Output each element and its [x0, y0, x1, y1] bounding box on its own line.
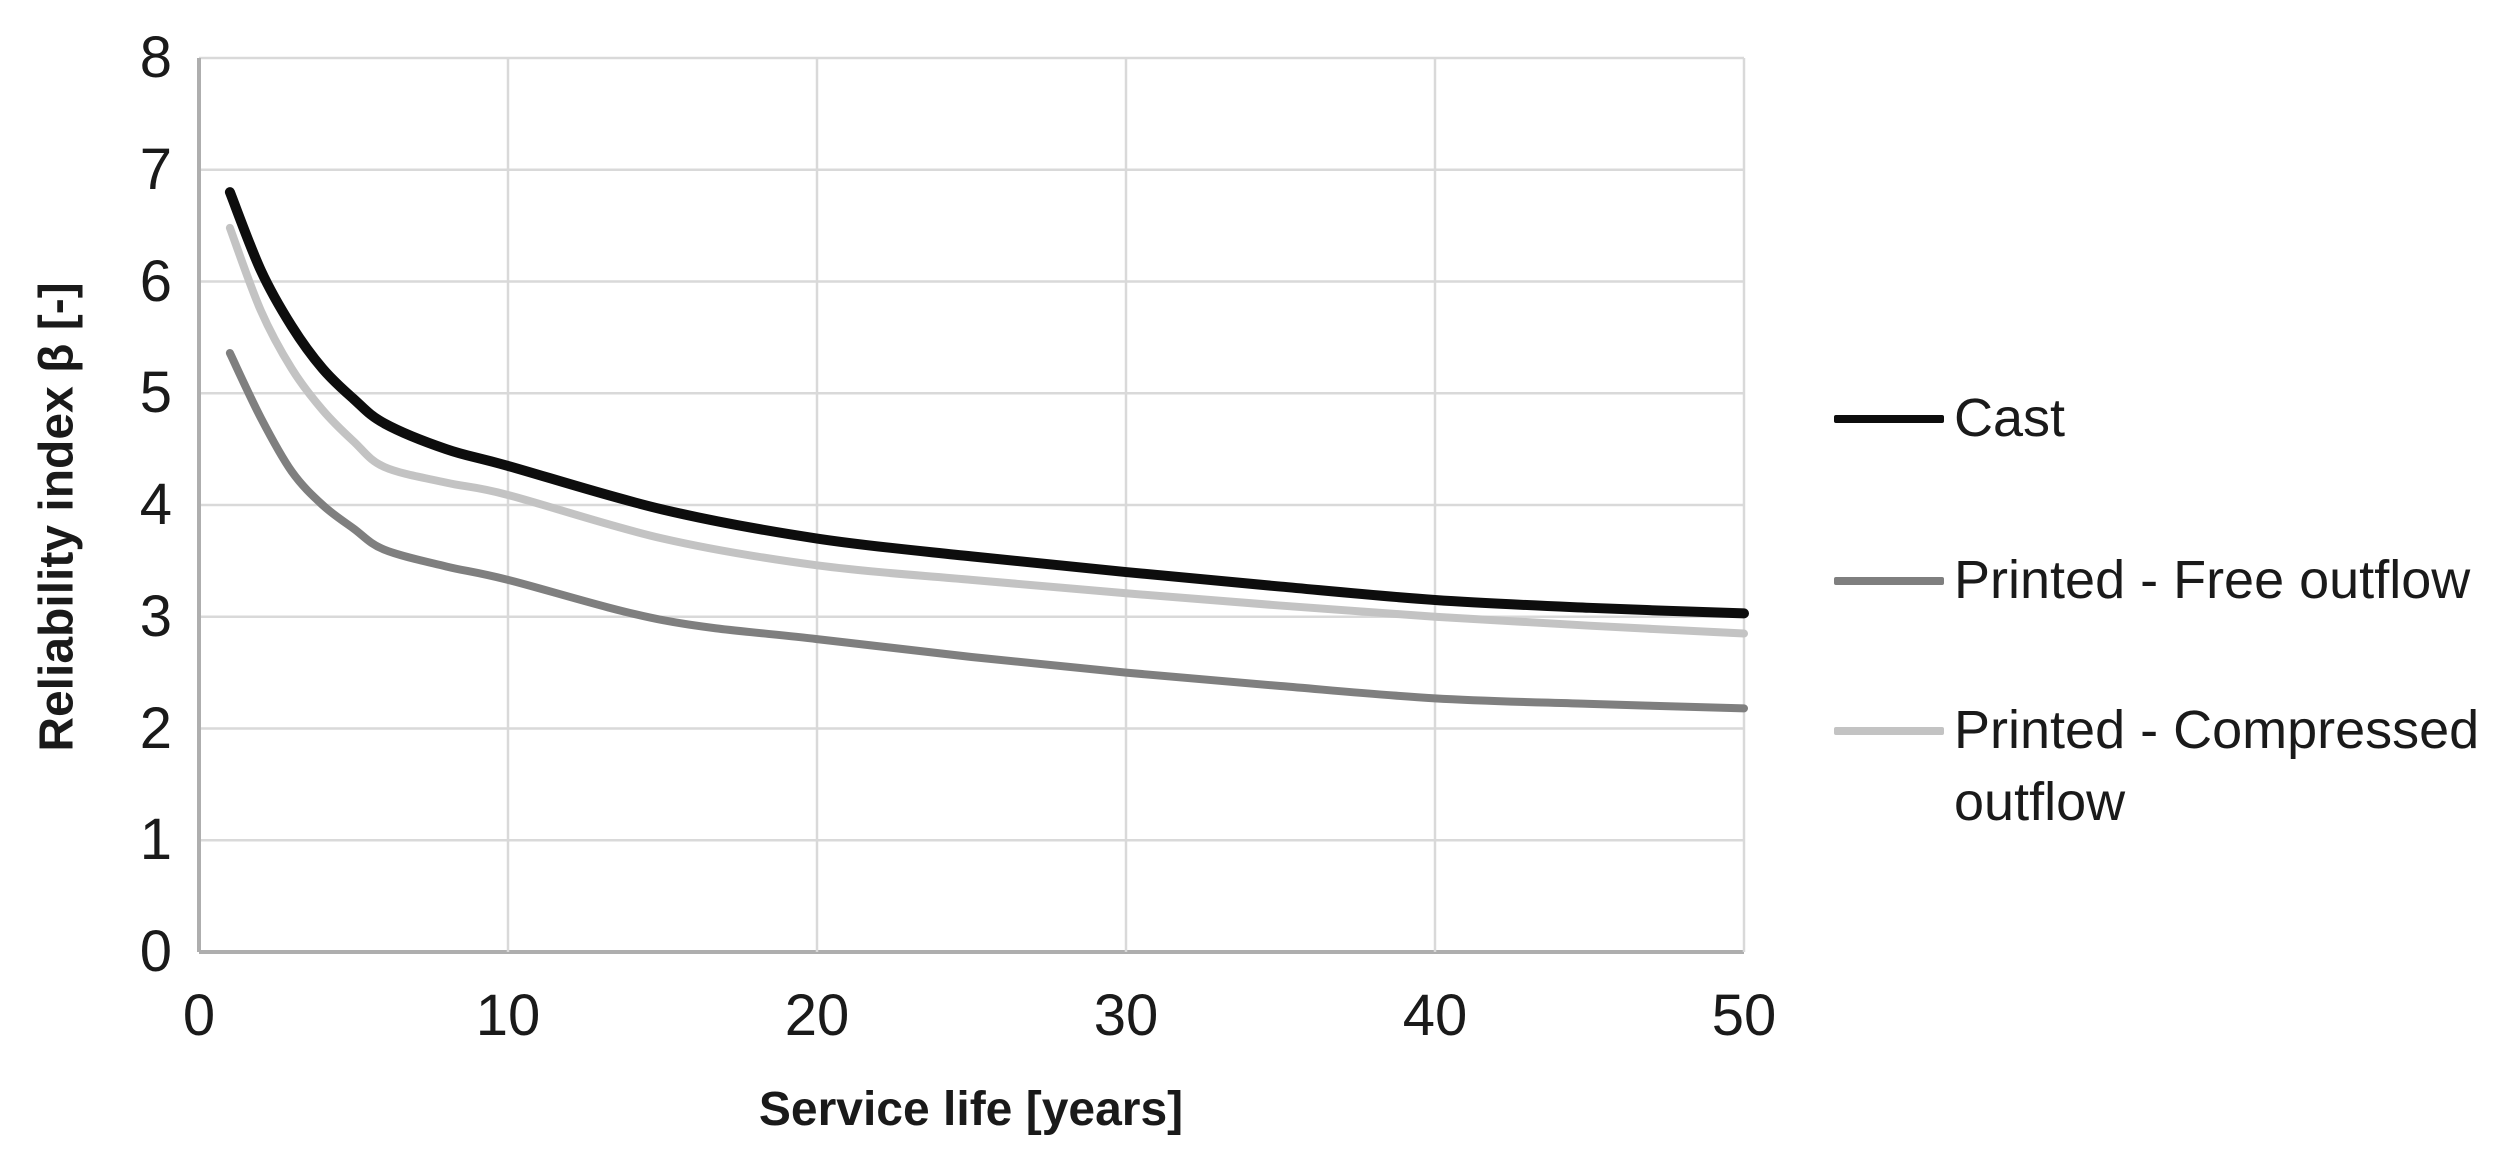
x-tick-label: 10	[475, 983, 541, 1048]
y-tick-label: 2	[139, 695, 172, 761]
x-tick-label: 20	[784, 983, 850, 1048]
legend-label-cast: Cast	[1954, 388, 2066, 448]
y-tick-label: 5	[139, 360, 172, 426]
series-line-printed-free-outflow	[225, 349, 1748, 713]
legend-label-printed-free-outflow: Printed - Free outflow	[1954, 550, 2471, 610]
legend-line-printed-compressed-outflow-icon	[1834, 727, 1944, 735]
legend-label-printed-compressed-outflow: Printed - Compressed outflow	[1954, 700, 2480, 832]
x-tick-label: 30	[1093, 983, 1159, 1048]
legend-line-cast-icon	[1834, 415, 1944, 423]
legend-item-printed-free-outflow: Printed - Free outflow	[1834, 544, 2470, 616]
y-tick-label: 1	[139, 807, 172, 873]
y-tick-label: 6	[139, 248, 172, 314]
y-tick-label: 3	[139, 583, 172, 649]
x-axis-title: Service life [years]	[758, 1083, 1184, 1136]
x-tick-label: 0	[182, 983, 216, 1048]
y-tick-label: 0	[139, 919, 172, 984]
x-tick-label: 40	[1402, 983, 1468, 1048]
legend-item-cast: Cast	[1834, 382, 2065, 454]
series-line-printed-compressed-outflow	[225, 223, 1748, 638]
y-tick-label: 7	[139, 136, 172, 202]
x-tick-label: 50	[1711, 983, 1777, 1048]
series-line-cast	[224, 187, 1749, 619]
y-tick-label: 4	[139, 472, 172, 537]
legend-item-printed-compressed-outflow: Printed - Compressed outflow	[1834, 694, 2494, 838]
legend-line-printed-free-outflow-icon	[1834, 577, 1944, 585]
y-tick-label: 8	[139, 25, 172, 90]
